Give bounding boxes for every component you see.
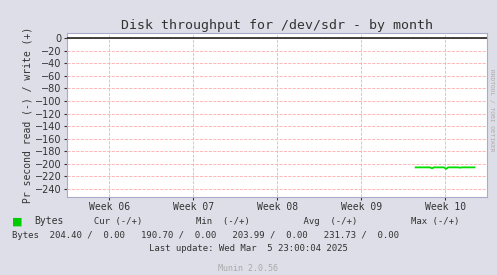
Text: Last update: Wed Mar  5 23:00:04 2025: Last update: Wed Mar 5 23:00:04 2025 — [149, 244, 348, 253]
Text: Bytes  204.40 /  0.00   190.70 /  0.00   203.99 /  0.00   231.73 /  0.00: Bytes 204.40 / 0.00 190.70 / 0.00 203.99… — [12, 231, 400, 240]
Text: ■: ■ — [12, 216, 23, 226]
Text: Munin 2.0.56: Munin 2.0.56 — [219, 264, 278, 273]
Title: Disk throughput for /dev/sdr - by month: Disk throughput for /dev/sdr - by month — [121, 19, 433, 32]
Text: RRDTOOL / TOBI OETIKER: RRDTOOL / TOBI OETIKER — [490, 69, 495, 151]
Text: Cur (-/+)          Min  (-/+)          Avg  (-/+)          Max (-/+): Cur (-/+) Min (-/+) Avg (-/+) Max (-/+) — [67, 217, 459, 226]
Text: Bytes: Bytes — [34, 216, 63, 226]
Y-axis label: Pr second read (-) / write (+): Pr second read (-) / write (+) — [22, 27, 32, 203]
